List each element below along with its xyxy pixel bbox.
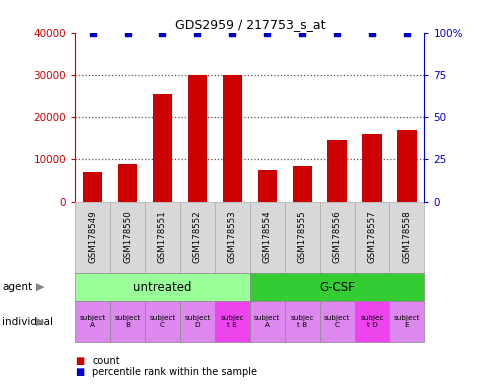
Title: GDS2959 / 217753_s_at: GDS2959 / 217753_s_at xyxy=(174,18,324,31)
Point xyxy=(263,30,271,36)
Bar xyxy=(145,202,180,273)
Bar xyxy=(180,202,214,273)
Text: subject
D: subject D xyxy=(184,315,210,328)
Bar xyxy=(257,170,276,202)
Text: individual: individual xyxy=(2,316,53,327)
Bar xyxy=(319,301,354,342)
Bar xyxy=(249,202,284,273)
Bar xyxy=(110,202,145,273)
Bar xyxy=(354,301,389,342)
Point xyxy=(193,30,201,36)
Bar xyxy=(152,94,172,202)
Text: GSM178555: GSM178555 xyxy=(297,211,306,263)
Text: GSM178550: GSM178550 xyxy=(123,211,132,263)
Text: ■: ■ xyxy=(75,367,84,377)
Bar xyxy=(75,202,110,273)
Bar xyxy=(292,166,311,202)
Bar xyxy=(75,273,249,301)
Bar xyxy=(145,301,180,342)
Bar xyxy=(214,301,249,342)
Text: subject
A: subject A xyxy=(254,315,280,328)
Text: GSM178552: GSM178552 xyxy=(193,211,201,263)
Text: subjec
t D: subjec t D xyxy=(360,315,383,328)
Point xyxy=(402,30,410,36)
Text: subject
C: subject C xyxy=(149,315,175,328)
Text: count: count xyxy=(92,356,120,366)
Text: GSM178549: GSM178549 xyxy=(88,211,97,263)
Text: subjec
t E: subjec t E xyxy=(220,315,243,328)
Bar xyxy=(187,75,207,202)
Bar xyxy=(284,301,319,342)
Bar xyxy=(354,202,389,273)
Point xyxy=(333,30,340,36)
Text: GSM178556: GSM178556 xyxy=(332,211,341,263)
Text: GSM178557: GSM178557 xyxy=(367,211,376,263)
Point xyxy=(228,30,236,36)
Bar xyxy=(249,301,284,342)
Bar xyxy=(319,202,354,273)
Text: GSM178553: GSM178553 xyxy=(227,211,236,263)
Bar xyxy=(389,301,424,342)
Bar xyxy=(389,202,424,273)
Bar xyxy=(214,202,249,273)
Text: G-CSF: G-CSF xyxy=(318,281,354,293)
Bar xyxy=(180,301,214,342)
Point xyxy=(158,30,166,36)
Bar xyxy=(222,75,242,202)
Text: percentile rank within the sample: percentile rank within the sample xyxy=(92,367,257,377)
Bar xyxy=(118,164,137,202)
Text: subject
C: subject C xyxy=(323,315,349,328)
Text: ▶: ▶ xyxy=(36,282,45,292)
Text: GSM178554: GSM178554 xyxy=(262,211,271,263)
Point xyxy=(367,30,375,36)
Bar xyxy=(110,301,145,342)
Text: agent: agent xyxy=(2,282,32,292)
Bar xyxy=(327,141,346,202)
Bar xyxy=(249,273,424,301)
Text: untreated: untreated xyxy=(133,281,191,293)
Bar xyxy=(83,172,102,202)
Point xyxy=(123,30,131,36)
Text: GSM178558: GSM178558 xyxy=(402,211,410,263)
Bar xyxy=(284,202,319,273)
Text: subjec
t B: subjec t B xyxy=(290,315,313,328)
Bar xyxy=(396,130,416,202)
Text: subject
B: subject B xyxy=(114,315,140,328)
Bar xyxy=(362,134,381,202)
Text: ■: ■ xyxy=(75,356,84,366)
Text: ▶: ▶ xyxy=(36,316,45,327)
Point xyxy=(298,30,305,36)
Text: GSM178551: GSM178551 xyxy=(158,211,166,263)
Text: subject
A: subject A xyxy=(79,315,106,328)
Bar xyxy=(75,301,110,342)
Text: subject
E: subject E xyxy=(393,315,419,328)
Point xyxy=(89,30,96,36)
